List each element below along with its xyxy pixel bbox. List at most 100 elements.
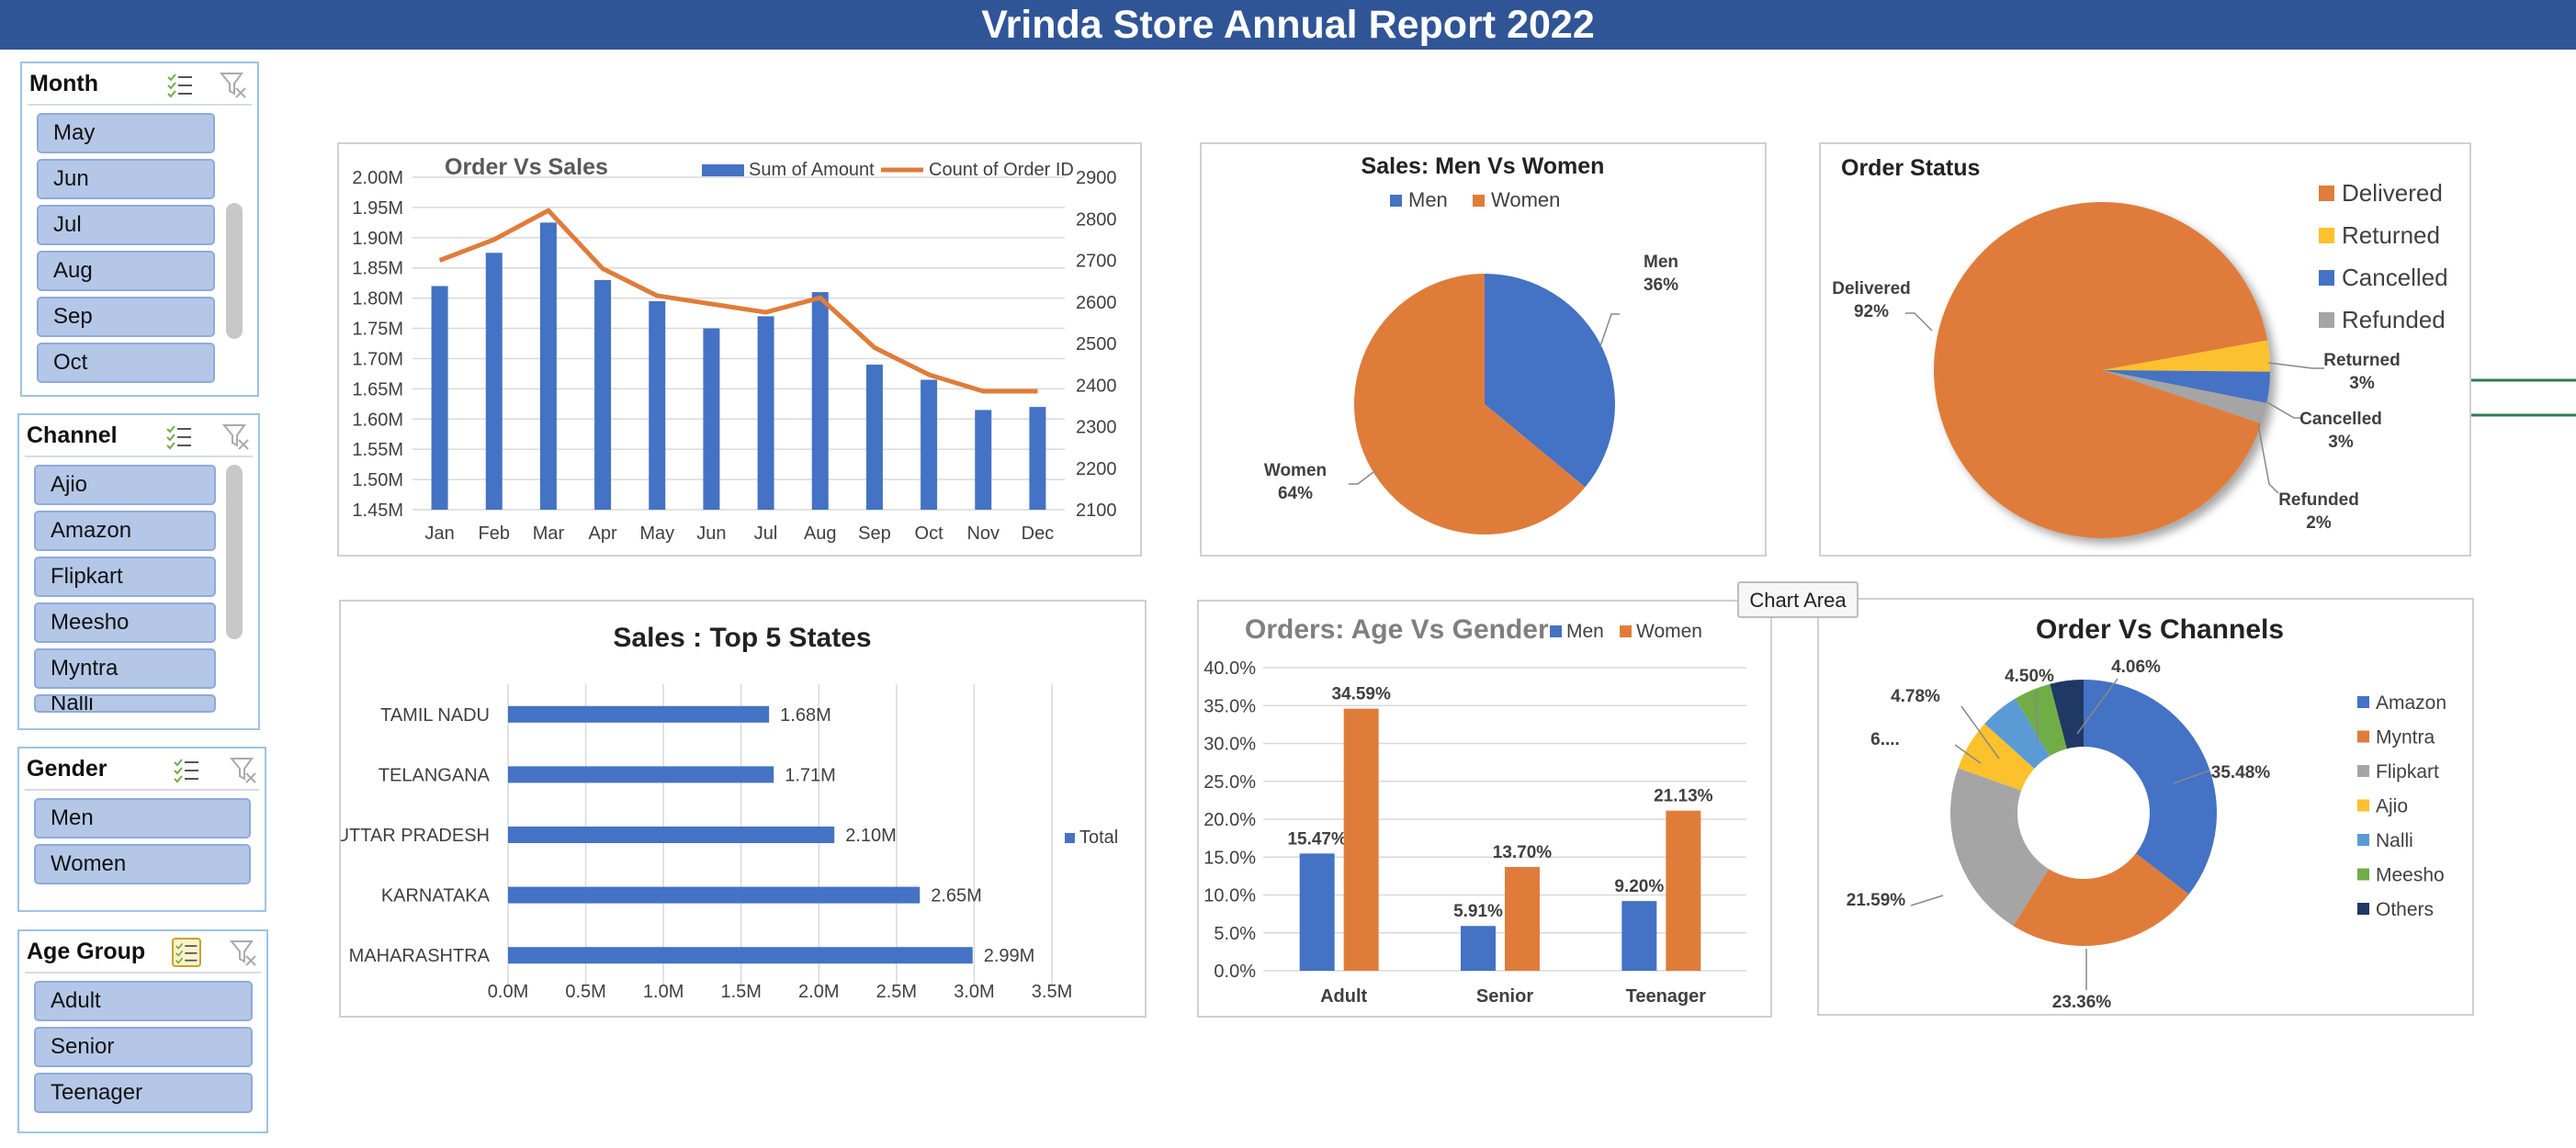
bar-women <box>1505 866 1540 971</box>
clear-filter-icon[interactable] <box>221 422 251 451</box>
slicer-title: Age Group <box>27 939 146 964</box>
y-right-tick-label: 2400 <box>1076 376 1117 396</box>
slicer-item-teenager[interactable]: Teenager <box>34 1073 253 1113</box>
bar-sum-of-amount <box>431 286 448 510</box>
y-left-tick-label: 1.60M <box>352 410 403 430</box>
slicer-item-may[interactable]: May <box>37 113 215 153</box>
legend-label: Meesho <box>2376 865 2445 886</box>
legend-label: Others <box>2376 899 2434 920</box>
legend-label: Flipkart <box>2376 761 2439 782</box>
legend-swatch <box>2357 730 2369 743</box>
slicer-item-women[interactable]: Women <box>34 844 251 884</box>
y-left-tick-label: 1.90M <box>352 229 403 249</box>
x-tick-label: 1.0M <box>643 982 684 1002</box>
multi-select-icon[interactable] <box>172 938 201 967</box>
legend-swatch <box>1390 195 1402 207</box>
doughnut-data-label: 35.48% <box>2211 763 2271 782</box>
order-vs-sales-svg: 2.00M 1.95M 1.90M 1.85M 1.80M 1.75M 1.70M 1.65M… <box>352 154 1117 544</box>
report-title: Vrinda Store Annual Report 2022 <box>0 0 2576 50</box>
leader-line <box>2035 691 2039 743</box>
clear-filter-icon[interactable] <box>229 938 258 967</box>
men-vs-women-chart[interactable]: Sales: Men Vs Women Men Women Men 36% Women 64… <box>1200 142 1767 557</box>
y-right-tick-label: 2900 <box>1076 168 1117 188</box>
multi-select-icon[interactable] <box>165 70 195 99</box>
order-vs-channels-chart[interactable]: Order Vs Channels Amazon Myntra Flipkart Aji… <box>1817 598 2474 1016</box>
slicer-item-senior[interactable]: Senior <box>34 1027 253 1067</box>
slicer-item-ajio[interactable]: Ajio <box>34 465 216 505</box>
leader-line <box>1954 744 1982 764</box>
top5-states-chart[interactable]: Sales : Top 5 States 0.0M 0.5M 1.0M 1.5M 2.0M… <box>336 600 1147 1018</box>
bar-data-label: 2.99M <box>984 946 1035 966</box>
legend-label: Women <box>1636 621 1702 642</box>
y-category-label: UTTAR PRADESH <box>341 826 490 846</box>
y-left-tick-label: 1.85M <box>352 259 403 279</box>
bar-data-label: 21.13% <box>1654 787 1713 806</box>
slicer-item-meesho[interactable]: Meesho <box>34 602 216 643</box>
leader-line <box>1905 312 1933 332</box>
legend-swatch <box>1550 625 1562 637</box>
multi-select-icon[interactable] <box>172 755 201 784</box>
clear-filter-icon[interactable] <box>229 755 258 784</box>
leader-line <box>2267 362 2324 369</box>
x-tick-label: 2.0M <box>798 982 839 1002</box>
order-status-chart[interactable]: Order Status Delivered Returned Cancelled Re… <box>1819 142 2471 557</box>
y-left-tick-label: 1.55M <box>352 440 403 460</box>
bar-men <box>1299 853 1335 971</box>
x-tick-label: Sep <box>858 523 891 544</box>
legend-swatch <box>2357 868 2369 881</box>
slicer-item-jul[interactable]: Jul <box>37 205 215 245</box>
slicer-item-oct[interactable]: Oct <box>37 343 215 383</box>
multi-select-icon[interactable] <box>164 422 194 451</box>
chart-title: Order Status <box>1841 155 1980 181</box>
slicer-item-amazon[interactable]: Amazon <box>34 511 216 551</box>
slicer-scrollbar[interactable] <box>226 465 243 639</box>
line-count-of-order-id <box>438 208 1038 394</box>
legend-swatch <box>2319 312 2334 328</box>
x-tick-label: Nov <box>966 523 1000 544</box>
slicer-title: Channel <box>27 422 118 448</box>
bar-state <box>508 705 770 723</box>
age-vs-gender-chart[interactable]: 40.0% 35.0% 30.0% 25.0% 20.0% 15.0% 10.0% 5.0% 0… <box>1197 600 1772 1018</box>
connector-lines <box>2471 378 2576 417</box>
bar-data-label: 34.59% <box>1331 685 1391 704</box>
legend-label: Sum of Amount <box>749 160 875 180</box>
order-vs-sales-chart[interactable]: 2.00M 1.95M 1.90M 1.85M 1.80M 1.75M 1.70M 1.65M… <box>337 142 1142 557</box>
slicer-header: Month <box>28 63 252 106</box>
order-vs-channels-svg: Order Vs Channels Amazon Myntra Flipkart Aji… <box>1847 614 2446 1012</box>
legend-label: Amazon <box>2376 692 2446 714</box>
legend-swatch <box>2357 834 2369 846</box>
slicer-item-myntra[interactable]: Myntra <box>34 648 216 689</box>
pie-data-label: 3% <box>2349 374 2375 393</box>
month-slicer: Month May Jun Jul Aug Sep Oct <box>20 62 259 397</box>
slicer-item-men[interactable]: Men <box>34 798 251 838</box>
slicer-scrollbar[interactable] <box>226 203 243 339</box>
y-right-tick-label: 2100 <box>1076 501 1117 521</box>
slicer-item-sep[interactable]: Sep <box>37 297 215 337</box>
pie-data-label: 36% <box>1644 276 1678 295</box>
y-category-label: TELANGANA <box>378 765 491 785</box>
bar-data-label: 2.10M <box>845 826 897 846</box>
clear-filter-icon[interactable] <box>219 70 248 99</box>
doughnut-data-label: 4.78% <box>1891 687 1940 706</box>
slicer-item-jun[interactable]: Jun <box>37 159 215 199</box>
x-tick-label: 1.5M <box>720 982 761 1002</box>
legend-label: Ajio <box>2376 796 2408 817</box>
doughnut-data-label: 4.06% <box>2111 658 2161 677</box>
bar-data-label: 2.65M <box>931 886 982 906</box>
slicer-item-aug[interactable]: Aug <box>37 251 215 291</box>
legend-label: Nalli <box>2376 830 2413 851</box>
legend-label: Women <box>1491 188 1560 211</box>
x-tick-label: Oct <box>915 523 944 544</box>
doughnut-slice-others <box>2050 680 2084 749</box>
leader-line <box>2265 400 2303 419</box>
bar-data-label: 1.68M <box>780 705 831 726</box>
chart-title: Sales: Men Vs Women <box>1361 153 1605 179</box>
slicer-item-adult[interactable]: Adult <box>34 981 253 1021</box>
bar-data-label: 13.70% <box>1493 843 1553 862</box>
slicer-item-flipkart[interactable]: Flipkart <box>34 557 216 597</box>
y-right-tick-label: 2800 <box>1076 209 1117 230</box>
leader-line <box>2173 770 2210 784</box>
legend-label: Myntra <box>2376 727 2435 748</box>
x-tick-label: 2.5M <box>876 982 917 1002</box>
slicer-item-nalli[interactable]: Nalli <box>34 694 216 713</box>
